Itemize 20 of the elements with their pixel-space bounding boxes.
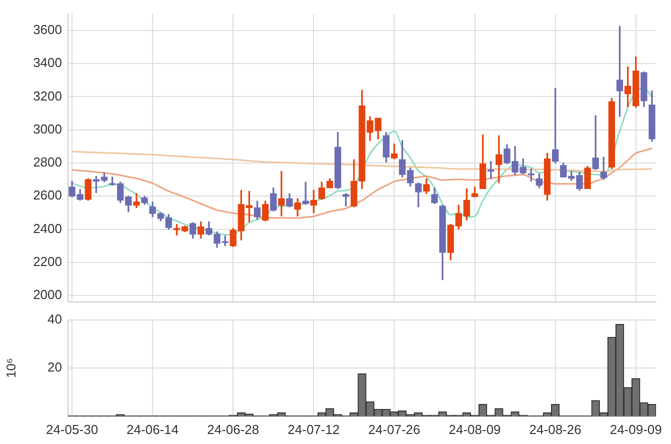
x-tick-label: 24-06-14 — [126, 422, 179, 437]
x-tick-label: 24-08-26 — [529, 422, 582, 437]
y-tick-label: 3000 — [33, 121, 62, 136]
x-tick-label: 24-07-26 — [368, 422, 420, 437]
y-tick-label: 2400 — [33, 220, 62, 236]
x-tick-label: 24-07-12 — [288, 422, 340, 437]
y-axis-title: 10⁶ — [3, 358, 18, 378]
y-tick-label: 2000 — [33, 287, 62, 302]
x-tick-label: 24-08-09 — [448, 422, 501, 437]
x-tick-label: 24-09-09 — [610, 422, 662, 437]
y-tick-label: 40 — [48, 311, 62, 326]
y-tick-label: 2600 — [33, 188, 62, 203]
x-tick-label: 24-05-30 — [46, 422, 98, 437]
x-tick-label: 24-06-28 — [207, 422, 260, 437]
y-tick-label: 3600 — [33, 22, 62, 37]
y-tick-label: 3400 — [33, 55, 62, 70]
y-tick-label: 20 — [48, 360, 62, 375]
y-tick-label: 2200 — [33, 254, 62, 269]
y-tick-label: 3200 — [33, 88, 62, 104]
y-tick-label: 2800 — [33, 154, 62, 170]
